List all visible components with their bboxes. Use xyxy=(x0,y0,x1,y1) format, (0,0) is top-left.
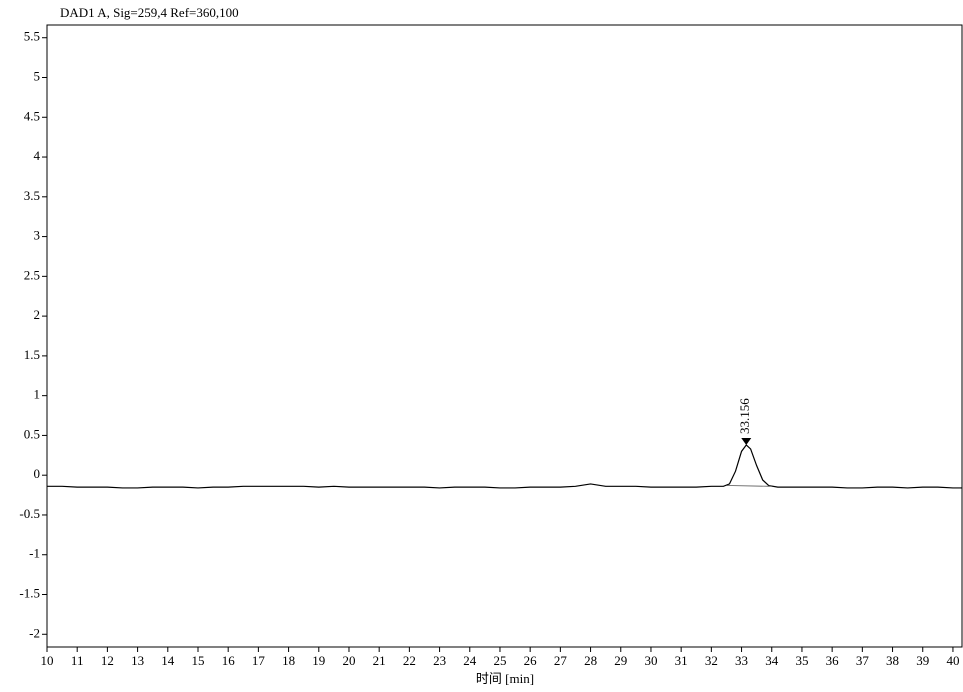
x-tick-label: 18 xyxy=(282,653,295,668)
x-tick-label: 34 xyxy=(765,653,779,668)
x-tick-label: 13 xyxy=(131,653,144,668)
peak-baseline xyxy=(726,485,772,487)
y-tick-label: 0.5 xyxy=(24,426,40,441)
x-tick-label: 22 xyxy=(403,653,416,668)
x-tick-label: 12 xyxy=(101,653,114,668)
x-tick-label: 32 xyxy=(705,653,718,668)
y-tick-label: 4.5 xyxy=(24,108,40,123)
x-tick-label: 25 xyxy=(493,653,506,668)
x-tick-label: 16 xyxy=(222,653,236,668)
x-tick-label: 27 xyxy=(554,653,568,668)
y-tick-label: 4 xyxy=(34,148,41,163)
x-tick-label: 35 xyxy=(795,653,808,668)
y-tick-label: -1.5 xyxy=(19,585,40,600)
x-tick-label: 40 xyxy=(946,653,959,668)
x-axis-label: 时间 [min] xyxy=(476,671,534,686)
y-tick-label: 3 xyxy=(34,228,41,243)
chart-title: DAD1 A, Sig=259,4 Ref=360,100 xyxy=(60,5,239,20)
y-tick-label: -0.5 xyxy=(19,506,40,521)
x-tick-label: 19 xyxy=(312,653,325,668)
x-tick-label: 30 xyxy=(644,653,657,668)
x-tick-label: 33 xyxy=(735,653,748,668)
x-tick-label: 28 xyxy=(584,653,597,668)
y-tick-label: 3.5 xyxy=(24,188,40,203)
y-tick-label: 2 xyxy=(34,307,41,322)
x-tick-label: 36 xyxy=(826,653,840,668)
y-tick-label: -1 xyxy=(29,546,40,561)
x-tick-label: 31 xyxy=(675,653,688,668)
y-tick-label: 5 xyxy=(34,68,41,83)
x-tick-label: 38 xyxy=(886,653,899,668)
peak-marker xyxy=(741,437,752,445)
peak-label: 33.156 xyxy=(737,398,752,434)
x-tick-label: 15 xyxy=(191,653,204,668)
x-tick-label: 21 xyxy=(373,653,386,668)
y-tick-label: 0 xyxy=(34,466,41,481)
x-tick-label: 29 xyxy=(614,653,627,668)
x-tick-label: 39 xyxy=(916,653,929,668)
y-tick-label: 2.5 xyxy=(24,267,40,282)
y-tick-label: 5.5 xyxy=(24,29,40,44)
x-tick-label: 37 xyxy=(856,653,870,668)
x-tick-label: 26 xyxy=(524,653,538,668)
x-tick-label: 20 xyxy=(342,653,355,668)
x-tick-label: 24 xyxy=(463,653,477,668)
y-tick-label: 1 xyxy=(34,387,41,402)
y-tick-label: 1.5 xyxy=(24,347,40,362)
x-tick-label: 17 xyxy=(252,653,266,668)
x-tick-label: 23 xyxy=(433,653,446,668)
signal-line xyxy=(47,444,962,489)
x-tick-label: 10 xyxy=(41,653,54,668)
y-tick-label: -2 xyxy=(29,625,40,640)
x-tick-label: 11 xyxy=(71,653,84,668)
x-tick-label: 14 xyxy=(161,653,175,668)
plot-frame xyxy=(46,24,963,648)
